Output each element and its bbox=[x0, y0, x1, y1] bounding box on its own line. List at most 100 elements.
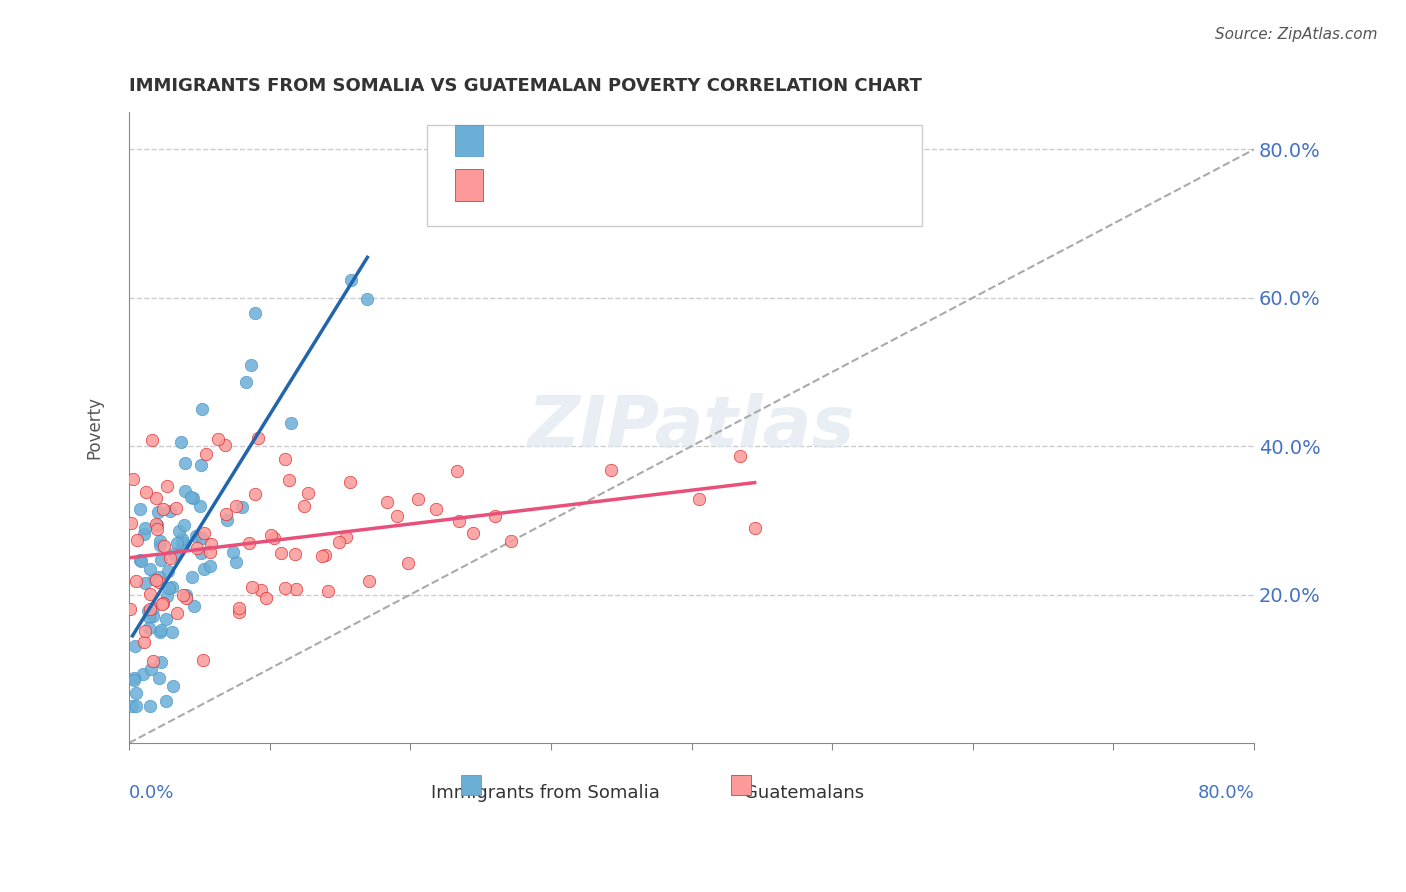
Guatemalans bbox=[263, 531, 285, 545]
Immigrants from Somalia bbox=[190, 458, 212, 472]
Guatemalans bbox=[484, 509, 506, 524]
Guatemalans bbox=[139, 602, 162, 616]
Guatemalans bbox=[145, 574, 167, 588]
Immigrants from Somalia bbox=[217, 513, 239, 527]
Guatemalans bbox=[139, 587, 162, 601]
Immigrants from Somalia bbox=[132, 666, 155, 681]
Immigrants from Somalia bbox=[172, 539, 194, 553]
Text: IMMIGRANTS FROM SOMALIA VS GUATEMALAN POVERTY CORRELATION CHART: IMMIGRANTS FROM SOMALIA VS GUATEMALAN PO… bbox=[129, 78, 922, 95]
Immigrants from Somalia bbox=[156, 589, 179, 603]
Guatemalans bbox=[311, 549, 333, 563]
Immigrants from Somalia bbox=[183, 599, 205, 613]
Immigrants from Somalia bbox=[193, 562, 215, 576]
Immigrants from Somalia bbox=[184, 529, 207, 543]
Immigrants from Somalia bbox=[172, 532, 194, 546]
Guatemalans bbox=[339, 475, 361, 489]
Immigrants from Somalia bbox=[128, 553, 150, 567]
Guatemalans bbox=[134, 635, 156, 649]
Immigrants from Somalia bbox=[125, 698, 148, 713]
Guatemalans bbox=[166, 607, 188, 621]
Bar bbox=[456, 125, 484, 156]
Immigrants from Somalia bbox=[181, 569, 204, 583]
Guatemalans bbox=[463, 526, 485, 541]
Immigrants from Somalia bbox=[181, 491, 204, 505]
Guatemalans bbox=[125, 574, 148, 588]
Text: R = 0.324   N = 76: R = 0.324 N = 76 bbox=[506, 182, 676, 200]
Immigrants from Somalia bbox=[122, 673, 145, 687]
Guatemalans bbox=[328, 535, 350, 549]
Guatemalans bbox=[228, 600, 250, 615]
Immigrants from Somalia bbox=[139, 698, 162, 713]
Immigrants from Somalia bbox=[162, 679, 184, 693]
Guatemalans bbox=[501, 533, 523, 548]
Guatemalans bbox=[148, 574, 170, 589]
Guatemalans bbox=[186, 541, 208, 555]
Guatemalans bbox=[135, 484, 157, 499]
Text: Immigrants from Somalia: Immigrants from Somalia bbox=[430, 784, 659, 802]
Immigrants from Somalia bbox=[224, 555, 246, 569]
Immigrants from Somalia bbox=[146, 505, 169, 519]
Guatemalans bbox=[120, 601, 142, 615]
Immigrants from Somalia bbox=[166, 536, 188, 550]
Guatemalans bbox=[314, 549, 336, 563]
Immigrants from Somalia bbox=[159, 503, 181, 517]
Text: Source: ZipAtlas.com: Source: ZipAtlas.com bbox=[1215, 27, 1378, 42]
Guatemalans bbox=[375, 494, 398, 508]
Guatemalans bbox=[260, 528, 283, 542]
Immigrants from Somalia bbox=[138, 609, 160, 624]
Text: 80.0%: 80.0% bbox=[1198, 784, 1254, 802]
Guatemalans bbox=[396, 556, 419, 570]
Guatemalans bbox=[240, 580, 263, 594]
Text: R = 0.608   N = 74: R = 0.608 N = 74 bbox=[506, 138, 676, 156]
Guatemalans bbox=[278, 473, 301, 487]
Guatemalans bbox=[284, 547, 307, 561]
Immigrants from Somalia bbox=[190, 401, 212, 416]
Immigrants from Somalia bbox=[163, 547, 186, 561]
Immigrants from Somalia bbox=[280, 416, 302, 430]
Guatemalans bbox=[250, 582, 273, 597]
Immigrants from Somalia bbox=[173, 518, 195, 533]
Guatemalans bbox=[238, 536, 260, 550]
Guatemalans bbox=[142, 653, 165, 667]
FancyBboxPatch shape bbox=[427, 125, 922, 226]
Immigrants from Somalia bbox=[143, 572, 166, 586]
Guatemalans bbox=[127, 533, 149, 547]
Guatemalans bbox=[284, 582, 307, 596]
Guatemalans bbox=[172, 588, 194, 602]
Guatemalans bbox=[225, 499, 247, 513]
Immigrants from Somalia bbox=[149, 655, 172, 669]
Immigrants from Somalia bbox=[139, 562, 162, 576]
Immigrants from Somalia bbox=[134, 521, 156, 535]
Immigrants from Somalia bbox=[155, 612, 177, 626]
Immigrants from Somalia bbox=[157, 581, 180, 595]
Immigrants from Somalia bbox=[149, 624, 172, 639]
Immigrants from Somalia bbox=[190, 546, 212, 560]
Guatemalans bbox=[744, 521, 766, 535]
Immigrants from Somalia bbox=[149, 538, 172, 552]
Guatemalans bbox=[385, 509, 408, 524]
Immigrants from Somalia bbox=[125, 686, 148, 700]
Immigrants from Somalia bbox=[132, 526, 155, 541]
Bar bbox=[456, 169, 484, 201]
Guatemalans bbox=[134, 624, 156, 639]
Guatemalans bbox=[425, 502, 447, 516]
Guatemalans bbox=[446, 464, 468, 478]
Guatemalans bbox=[243, 487, 266, 501]
Immigrants from Somalia bbox=[149, 552, 172, 566]
Text: 0.0%: 0.0% bbox=[129, 784, 174, 802]
Immigrants from Somalia bbox=[139, 662, 162, 676]
Guatemalans bbox=[176, 591, 198, 606]
Immigrants from Somalia bbox=[148, 569, 170, 583]
Immigrants from Somalia bbox=[136, 604, 159, 618]
Guatemalans bbox=[728, 449, 751, 463]
Guatemalans bbox=[165, 500, 187, 515]
Guatemalans bbox=[152, 501, 174, 516]
Immigrants from Somalia bbox=[173, 536, 195, 550]
Immigrants from Somalia bbox=[134, 575, 156, 590]
Guatemalans bbox=[270, 546, 292, 560]
Guatemalans bbox=[156, 479, 179, 493]
Guatemalans bbox=[146, 522, 169, 536]
Immigrants from Somalia bbox=[235, 376, 257, 390]
Guatemalans bbox=[141, 434, 163, 448]
Guatemalans bbox=[159, 551, 181, 566]
